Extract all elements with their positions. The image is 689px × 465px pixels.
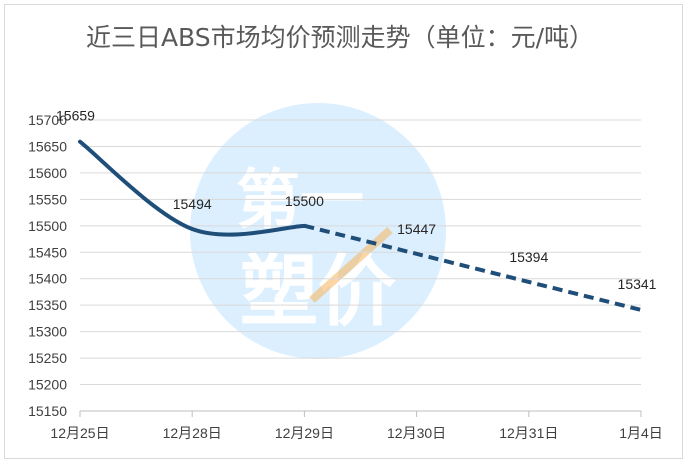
- y-tick-label: 15650: [28, 138, 67, 154]
- grid-lines: [80, 119, 641, 386]
- y-tick-label: 15450: [28, 244, 67, 260]
- data-label: 15500: [285, 193, 324, 209]
- y-tick-label: 15500: [28, 218, 67, 234]
- x-tick-label: 12月28日: [163, 425, 222, 441]
- series-abs-price: [78, 139, 642, 312]
- watermark-logo: 第一 塑价: [190, 103, 446, 359]
- y-tick-label: 15200: [28, 377, 67, 393]
- x-tick-label: 12月25日: [50, 425, 109, 441]
- data-label: 15494: [173, 196, 212, 212]
- x-tick-label: 12月31日: [499, 425, 558, 441]
- series-line-forecast: [303, 223, 642, 312]
- series-line-actual: [78, 139, 307, 237]
- x-axis-ticks: 12月25日 12月28日 12月29日 12月30日 12月31日 1月4日: [50, 411, 663, 441]
- data-label: 15447: [397, 221, 436, 237]
- y-tick-label: 15700: [28, 112, 67, 128]
- x-tick-label: 1月4日: [619, 425, 663, 441]
- y-axis-ticks: 15150 15200 15250 15300 15350 15400 15450 15500…: [28, 112, 67, 419]
- y-tick-label: 15250: [28, 350, 67, 366]
- data-label: 15659: [56, 108, 95, 124]
- watermark-arrow-icon: [309, 227, 393, 303]
- y-tick-label: 15400: [28, 271, 67, 287]
- y-tick-label: 15550: [28, 191, 67, 207]
- chart-title: 近三日ABS市场均价预测走势（单位：元/吨）: [85, 23, 595, 52]
- x-tick-label: 12月30日: [387, 425, 446, 441]
- data-labels: 15659 15494 15500 15447 15394 15341: [56, 108, 657, 292]
- y-tick-label: 15350: [28, 297, 67, 313]
- data-label: 15341: [618, 276, 657, 292]
- y-tick-label: 15300: [28, 324, 67, 340]
- y-tick-label: 15600: [28, 165, 67, 181]
- data-label: 15394: [509, 249, 548, 265]
- x-tick-label: 12月29日: [275, 425, 334, 441]
- y-tick-label: 15150: [28, 403, 67, 419]
